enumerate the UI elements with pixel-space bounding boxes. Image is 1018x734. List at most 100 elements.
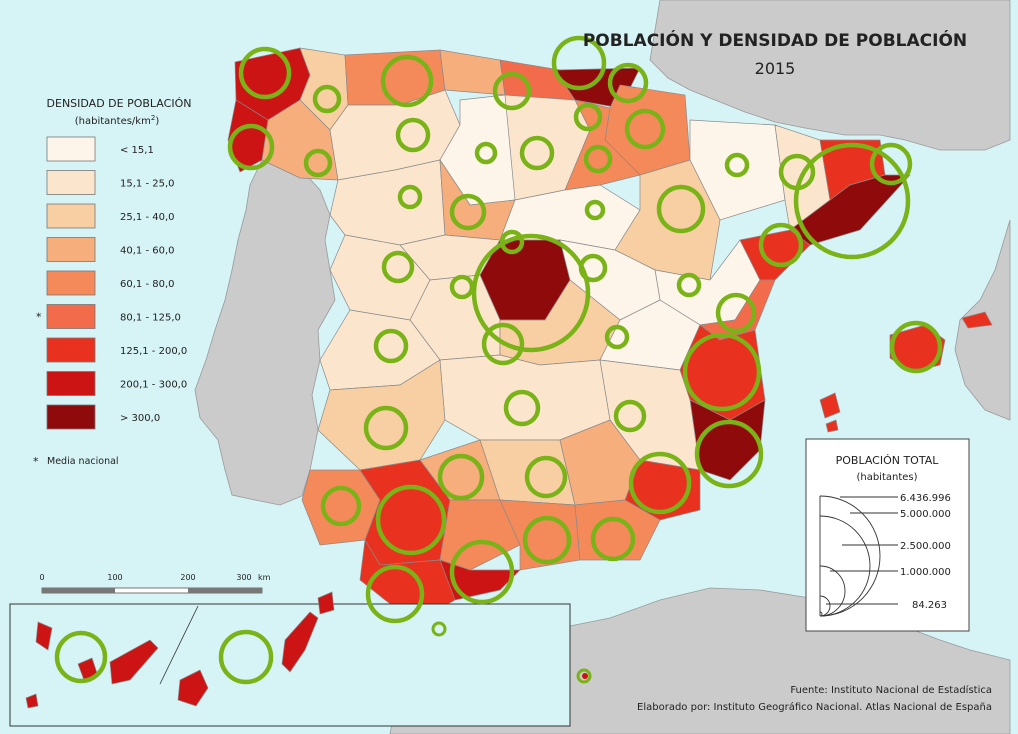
population-circle <box>624 108 666 150</box>
media-nacional-note: Media nacional <box>47 456 119 467</box>
population-circle <box>492 71 532 111</box>
population-circle <box>551 35 607 91</box>
legend-swatch <box>46 136 96 162</box>
population-circle <box>584 199 606 221</box>
population-value: 1.000.000 <box>900 567 951 578</box>
map-title: POBLACIÓN Y DENSIDAD DE POBLACIÓN <box>583 29 967 51</box>
population-legend-subtitle: (habitantes) <box>856 472 917 483</box>
balearic-islands <box>819 311 993 433</box>
melilla <box>582 673 588 679</box>
population-circle <box>613 399 647 433</box>
legend-swatch <box>46 337 96 363</box>
scale-tick-0: 0 <box>39 573 44 582</box>
population-circle <box>694 419 764 489</box>
population-circle <box>578 253 608 283</box>
population-circle <box>869 142 913 186</box>
legend-label: 40,1 - 60,0 <box>120 246 175 257</box>
population-circle <box>363 405 409 451</box>
population-circle <box>573 102 603 132</box>
population-circle <box>724 152 750 178</box>
population-legend-title: POBLACIÓN TOTAL <box>836 454 940 467</box>
credit-note: Elaborado por: Instituto Geográfico Naci… <box>637 701 992 713</box>
population-circle <box>320 485 362 527</box>
legend-label: 60,1 - 80,0 <box>120 279 175 290</box>
population-circle <box>583 144 613 174</box>
population-value: 84.263 <box>912 600 947 611</box>
population-circle <box>474 141 498 165</box>
population-circle <box>449 539 515 605</box>
population-circle <box>431 621 447 637</box>
legend-swatch <box>46 203 96 229</box>
population-circle <box>381 250 415 284</box>
population-circle <box>365 564 425 624</box>
scale-tick-200: 200 <box>180 573 195 582</box>
province <box>564 99 641 191</box>
population-circle <box>503 389 541 427</box>
scale-unit: km <box>258 573 271 582</box>
legend-swatch <box>46 170 96 195</box>
population-circle <box>375 484 447 556</box>
population-circle <box>373 328 409 364</box>
province <box>317 359 446 471</box>
population-value: 2.500.000 <box>900 541 951 552</box>
province <box>439 354 611 441</box>
population-circle <box>519 135 555 171</box>
map-year: 2015 <box>755 59 796 78</box>
density-legend: DENSIDAD DE POBLACIÓN (habitantes/km2) <… <box>33 97 191 468</box>
population-circle <box>395 117 431 153</box>
legend-swatch <box>46 237 96 262</box>
population-circle <box>471 233 591 353</box>
population-circle <box>607 62 649 104</box>
population-circle <box>604 324 630 350</box>
population-circle <box>218 629 274 685</box>
population-circle <box>715 292 757 334</box>
population-value: 6.436.996 <box>900 493 951 504</box>
province <box>574 499 661 561</box>
legend-average-mark: * <box>36 311 42 324</box>
population-circle <box>238 46 292 100</box>
population-circle <box>682 332 762 412</box>
legend-label: > 300,0 <box>120 413 160 424</box>
legend-label: 80,1 - 125,0 <box>120 313 181 324</box>
population-circle <box>590 516 636 562</box>
scale-tick-100: 100 <box>107 573 122 582</box>
legend-label: 125,1 - 200,0 <box>120 346 187 357</box>
density-legend-unit: (habitantes/km2) <box>75 114 160 127</box>
island <box>961 311 993 329</box>
population-circle <box>380 54 434 108</box>
population-circles <box>54 35 943 685</box>
population-circle <box>628 451 692 515</box>
island <box>819 392 841 419</box>
legend-swatch <box>46 371 96 396</box>
legend-label: < 15,1 <box>120 145 154 156</box>
source-note: Fuente: Instituto Nacional de Estadístic… <box>790 684 992 696</box>
population-circle <box>449 193 487 231</box>
population-circle <box>54 630 108 684</box>
legend-label: 15,1 - 25,0 <box>120 179 175 190</box>
island <box>825 419 839 433</box>
population-circle <box>524 455 568 499</box>
population-circle <box>656 184 706 234</box>
population-circle <box>481 322 525 366</box>
population-legend: POBLACIÓN TOTAL (habitantes) 6.436.996 5… <box>805 438 970 632</box>
population-circle <box>437 453 485 501</box>
scale-bar: 0 100 200 300 km <box>39 573 271 594</box>
legend-swatch <box>46 304 96 329</box>
population-circle <box>522 515 572 565</box>
population-circle <box>676 272 702 298</box>
population-circle <box>227 123 275 171</box>
population-value: 5.000.000 <box>900 509 951 520</box>
population-circle <box>449 274 475 300</box>
legend-label: 200,1 - 300,0 <box>120 380 187 391</box>
population-circle <box>303 148 333 178</box>
canary-inset <box>9 591 571 727</box>
population-circle <box>312 84 342 114</box>
scale-tick-300: 300 <box>236 573 251 582</box>
density-legend-title: DENSIDAD DE POBLACIÓN <box>47 97 192 110</box>
legend-swatch <box>46 404 96 430</box>
legend-swatch <box>46 270 96 296</box>
province <box>499 499 581 571</box>
population-circle <box>758 222 804 268</box>
